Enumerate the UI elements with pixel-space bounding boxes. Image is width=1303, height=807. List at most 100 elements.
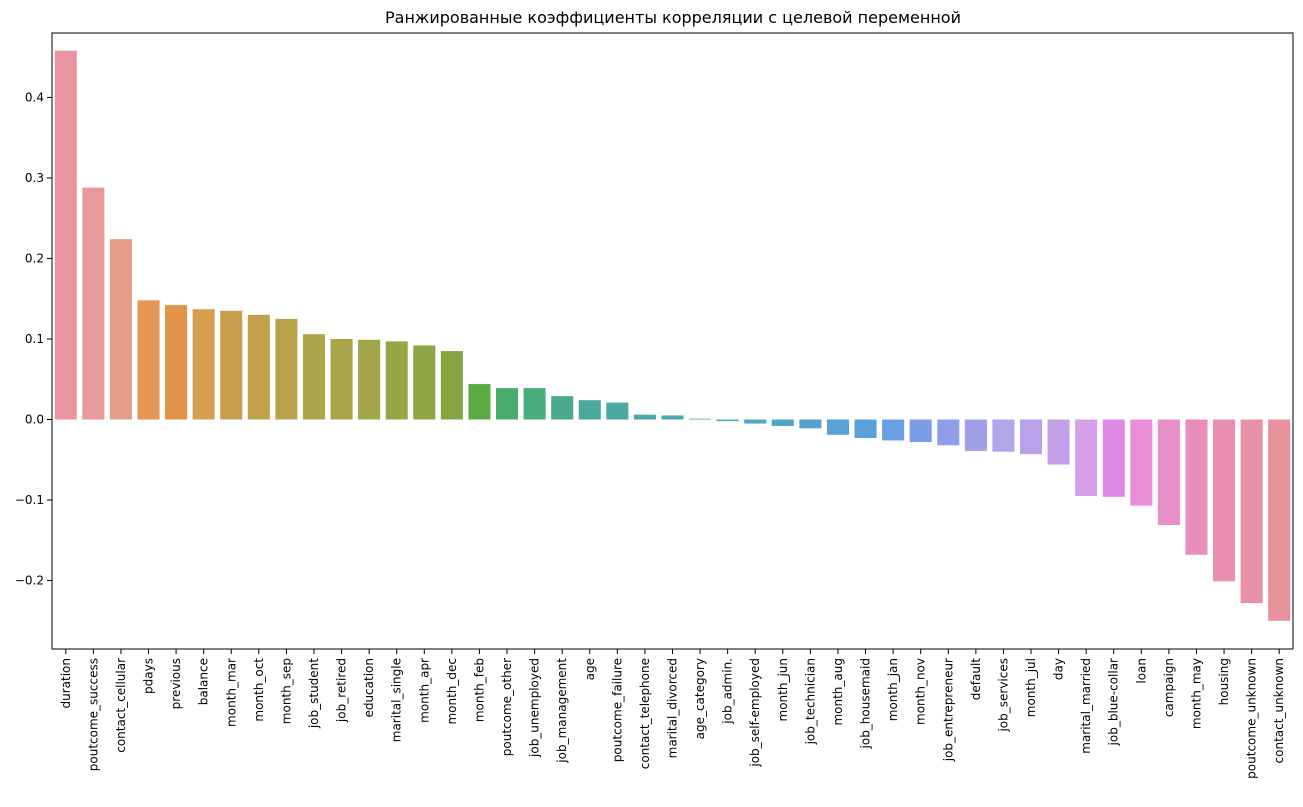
x-tick-label-month_nov: month_nov <box>914 658 928 725</box>
x-tick-label-job_unemployed: job_unemployed <box>528 658 542 758</box>
bar-job_technician <box>799 419 822 429</box>
y-tick-label: 0.0 <box>25 413 44 427</box>
x-tick-label-job_housemaid: job_housemaid <box>859 658 873 749</box>
y-tick-label: 0.4 <box>25 90 44 104</box>
bar-job_housemaid <box>854 419 877 439</box>
x-tick-label-housing: housing <box>1217 658 1231 705</box>
x-tick-label-job_self-employed: job_self-employed <box>748 658 762 768</box>
x-tick-label-month_jul: month_jul <box>1024 658 1038 717</box>
bar-previous <box>165 305 188 420</box>
bar-job_admin. <box>716 419 739 422</box>
y-tick-label: 0.3 <box>25 171 44 185</box>
bar-loan <box>1130 419 1153 506</box>
bar-age_category <box>689 418 712 420</box>
bar-month_jul <box>1019 419 1043 455</box>
x-tick-label-default: default <box>969 658 983 701</box>
bar-pdays <box>137 300 160 420</box>
y-tick-label: 0.1 <box>25 332 44 346</box>
x-tick-label-job_management: job_management <box>555 658 569 764</box>
bar-poutcome_success <box>82 187 105 420</box>
x-tick-label-month_dec: month_dec <box>445 658 459 725</box>
x-tick-label-loan: loan <box>1134 658 1148 684</box>
x-tick-label-poutcome_failure: poutcome_failure <box>610 658 624 762</box>
bar-contact_telephone <box>633 414 656 420</box>
bar-day <box>1047 419 1070 465</box>
bar-month_aug <box>826 419 849 435</box>
x-tick-label-job_technician: job_technician <box>803 658 817 745</box>
bar-housing <box>1213 419 1236 582</box>
x-tick-label-job_blue-collar: job_blue-collar <box>1107 658 1121 747</box>
bar-campaign <box>1157 419 1180 525</box>
bar-contact_cellular <box>109 239 132 420</box>
x-tick-label-job_entrepreneur: job_entrepreneur <box>941 658 955 762</box>
chart-title: Ранжированные коэффициенты корреляции с … <box>385 8 961 27</box>
x-tick-label-poutcome_other: poutcome_other <box>500 658 514 756</box>
bar-contact_unknown <box>1268 419 1291 621</box>
bar-month_oct <box>247 314 270 420</box>
x-tick-label-contact_unknown: contact_unknown <box>1272 658 1286 763</box>
y-axis: −0.2 −0.1 0.0 0.1 0.2 0.3 0.4 <box>15 90 52 588</box>
bar-job_retired <box>330 338 353 420</box>
y-tick-label: −0.1 <box>15 493 44 507</box>
bar-balance <box>192 309 215 420</box>
x-tick-label-job_student: job_student <box>307 658 321 729</box>
bar-job_self-employed <box>744 419 767 424</box>
bar-month_nov <box>909 419 932 443</box>
x-tick-label-contact_cellular: contact_cellular <box>114 658 128 753</box>
y-tick-label: −0.2 <box>15 574 44 588</box>
x-tick-label-month_oct: month_oct <box>252 658 266 722</box>
bar-job_blue-collar <box>1102 419 1125 497</box>
bar-duration <box>54 50 77 420</box>
bar-month_sep <box>275 318 298 420</box>
x-tick-label-job_admin.: job_admin. <box>721 658 735 725</box>
bar-month_apr <box>413 345 436 420</box>
x-tick-label-month_apr: month_apr <box>417 658 431 723</box>
bar-default <box>964 419 987 451</box>
bar-job_services <box>992 419 1015 452</box>
x-tick-label-month_jun: month_jun <box>776 658 790 722</box>
bar-month_may <box>1185 419 1208 555</box>
x-tick-label-balance: balance <box>197 658 211 705</box>
bar-poutcome_failure <box>606 402 629 420</box>
x-tick-label-month_feb: month_feb <box>472 658 486 722</box>
x-tick-label-poutcome_unknown: poutcome_unknown <box>1245 658 1259 779</box>
bar-marital_single <box>385 341 408 420</box>
bar-age <box>578 400 601 420</box>
bar-job_unemployed <box>523 388 546 420</box>
x-tick-label-month_aug: month_aug <box>831 658 845 726</box>
x-tick-label-month_jan: month_jan <box>886 658 900 721</box>
x-tick-label-job_services: job_services <box>996 658 1010 733</box>
bar-job_student <box>302 334 326 420</box>
x-tick-label-month_may: month_may <box>1189 658 1203 729</box>
x-tick-label-month_mar: month_mar <box>224 658 238 727</box>
bar-poutcome_other <box>496 388 519 420</box>
x-tick-label-marital_divorced: marital_divorced <box>666 658 680 758</box>
bar-poutcome_unknown <box>1240 419 1263 604</box>
x-tick-label-previous: previous <box>169 658 183 709</box>
x-tick-label-job_retired: job_retired <box>335 658 349 723</box>
bar-job_entrepreneur <box>937 419 960 446</box>
x-tick-label-poutcome_success: poutcome_success <box>86 658 100 771</box>
bar-education <box>358 339 381 420</box>
bar-month_feb <box>468 384 491 420</box>
bar-month_dec <box>440 351 463 420</box>
x-tick-label-age_category: age_category <box>693 658 707 739</box>
x-tick-label-marital_single: marital_single <box>390 658 404 742</box>
x-tick-label-duration: duration <box>59 658 73 709</box>
x-axis: duration poutcome_success contact_cellular… <box>59 649 1286 779</box>
bar-month_mar <box>220 310 243 420</box>
bar-marital_married <box>1075 419 1098 497</box>
bar-month_jun <box>771 419 794 426</box>
x-tick-label-pdays: pdays <box>142 658 156 694</box>
x-tick-label-age: age <box>583 658 597 680</box>
y-tick-label: 0.2 <box>25 251 44 265</box>
bar-marital_divorced <box>661 415 684 420</box>
x-tick-label-marital_married: marital_married <box>1079 658 1093 754</box>
x-tick-label-education: education <box>362 658 376 718</box>
x-tick-label-day: day <box>1052 658 1066 680</box>
x-tick-label-contact_telephone: contact_telephone <box>638 658 652 769</box>
bar-job_management <box>551 396 574 420</box>
x-tick-label-campaign: campaign <box>1162 658 1176 717</box>
